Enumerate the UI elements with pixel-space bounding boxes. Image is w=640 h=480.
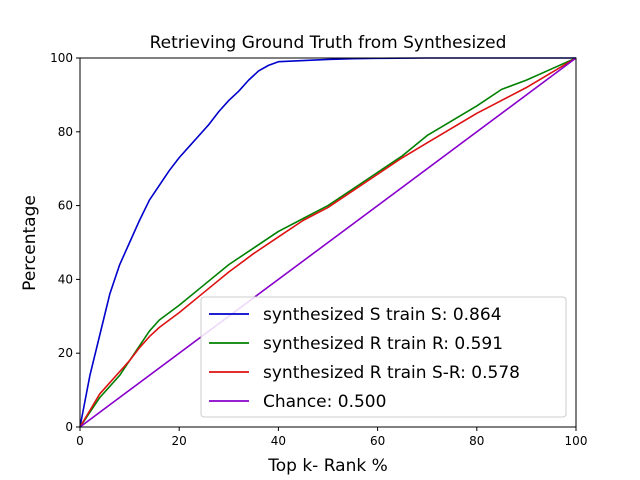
y-tick-label: 0: [65, 420, 73, 434]
plot-frame: [79, 57, 577, 428]
x-tick-label: 0: [76, 434, 84, 448]
series-line-1: [79, 57, 577, 428]
x-tick-label: 20: [172, 434, 187, 448]
y-tick-label: 60: [58, 199, 73, 213]
y-tick-label: 100: [50, 51, 73, 65]
y-tick-label: 40: [58, 272, 73, 286]
series-line-0: [79, 57, 576, 428]
legend-label: synthesized R train R: 0.591: [263, 334, 503, 354]
chart-title: Retrieving Ground Truth from Synthesized: [150, 33, 507, 53]
legend-box: [200, 296, 567, 418]
y-tick-label: 20: [58, 346, 73, 360]
series-line-3: [79, 57, 577, 428]
x-tick-label: 80: [469, 434, 484, 448]
y-axis-label: Percentage: [20, 195, 40, 291]
x-tick-label: 100: [565, 434, 588, 448]
legend-label: Chance: 0.500: [263, 392, 386, 412]
plot-area: [79, 57, 577, 428]
legend: synthesized S train S: 0.864 synthesized …: [200, 296, 567, 418]
y-tick-label: 80: [58, 125, 73, 139]
x-tick-label: 60: [370, 434, 385, 448]
x-tick-label: 40: [271, 434, 286, 448]
series-line-2: [79, 57, 577, 428]
x-axis: 0 20 40 60 80 100: [76, 427, 587, 448]
legend-label: synthesized S train S: 0.864: [263, 305, 502, 325]
legend-label: synthesized R train S-R: 0.578: [263, 363, 520, 383]
x-axis-label: Top k- Rank %: [267, 456, 388, 476]
y-axis: 0 20 40 60 80 100: [50, 51, 80, 434]
